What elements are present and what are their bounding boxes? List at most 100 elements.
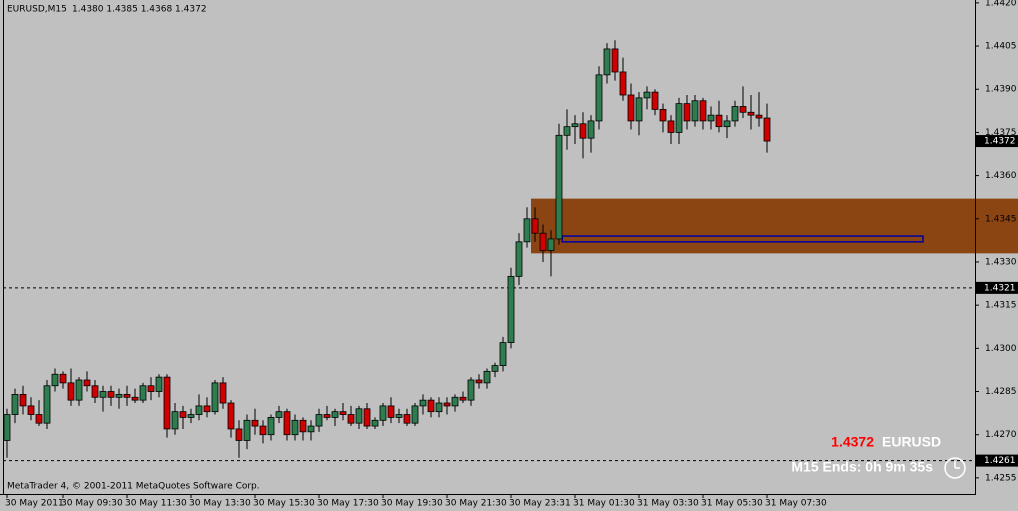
candle-body <box>611 48 619 73</box>
candle-body <box>291 419 299 436</box>
symbol-label: EURUSD,M15 <box>7 5 67 15</box>
header-prices: 1.4380 1.4385 1.4368 1.4372 <box>72 5 207 15</box>
info-symbol: EURUSD <box>882 434 941 450</box>
candle-body <box>707 114 715 122</box>
y-tick-label: 1.4330 <box>985 257 1017 267</box>
candle-body <box>635 97 643 122</box>
candle-body <box>139 385 147 401</box>
candle-body <box>91 385 99 398</box>
candle-body <box>11 393 19 415</box>
candle-body <box>251 419 259 427</box>
candle-body <box>315 414 323 427</box>
candle-body <box>107 391 115 398</box>
candle-body <box>763 117 771 142</box>
price-label: 1.4372 <box>984 137 1016 147</box>
price-label-box <box>976 135 1018 148</box>
copyright: MetaTrader 4, © 2001-2011 MetaQuotes Sof… <box>7 482 260 492</box>
candle-body <box>275 411 283 418</box>
candle-body <box>747 111 755 116</box>
candle-body <box>531 218 539 234</box>
x-tick-label: 31 May 07:30 <box>765 499 827 509</box>
candle-body <box>43 385 51 424</box>
x-tick-label: 30 May 19:30 <box>381 499 443 509</box>
candle-body <box>483 370 491 384</box>
candle-body <box>299 419 307 433</box>
candle-body <box>243 419 251 441</box>
candle-body <box>307 425 315 433</box>
candle-body <box>171 411 179 430</box>
candle-body <box>379 405 387 421</box>
x-tick-label: 30 May 13:30 <box>189 499 251 509</box>
candle-body <box>715 114 723 128</box>
candle-body <box>323 414 331 418</box>
candle-body <box>19 393 27 407</box>
candle-body <box>371 419 379 427</box>
candle-body <box>667 120 675 133</box>
candle-body <box>27 405 35 415</box>
x-tick-label: 31 May 05:30 <box>701 499 763 509</box>
y-tick-label: 1.4315 <box>985 301 1017 311</box>
candle-body <box>227 402 235 430</box>
y-tick-label: 1.4420 <box>985 0 1017 8</box>
candle-body <box>427 399 435 413</box>
price-label-box <box>976 454 1018 467</box>
candle-body <box>51 373 59 387</box>
y-tick-label: 1.4300 <box>985 344 1017 354</box>
candle-body <box>219 382 227 404</box>
candle-body <box>211 382 219 413</box>
x-tick-label: 30 May 21:30 <box>445 499 507 509</box>
candle-body <box>739 106 747 113</box>
candle-body <box>643 91 651 99</box>
candle-body <box>595 74 603 122</box>
candle-body <box>395 414 403 418</box>
candle-body <box>403 414 411 424</box>
price-label-box <box>976 281 1018 294</box>
candle-body <box>619 71 627 96</box>
candle-body <box>67 382 75 401</box>
candle-body <box>459 396 467 401</box>
candle-body <box>35 414 43 424</box>
candle-body <box>683 103 691 122</box>
x-tick-label: 30 May 15:30 <box>253 499 315 509</box>
candle-body <box>587 120 595 139</box>
candle-body <box>179 411 187 418</box>
y-tick-label: 1.4270 <box>985 430 1017 440</box>
candle-body <box>723 120 731 128</box>
x-tick-label: 30 May 23:31 <box>509 499 571 509</box>
candle-body <box>283 411 291 436</box>
candle-body <box>547 238 555 251</box>
clock-icon <box>944 457 966 479</box>
candle-body <box>99 391 107 398</box>
candle-body <box>731 106 739 122</box>
candle-body <box>363 408 371 427</box>
candle-body <box>115 393 123 398</box>
y-tick-label: 1.4345 <box>985 214 1017 224</box>
candle-body <box>347 414 355 424</box>
candle-body <box>435 402 443 413</box>
candle-body <box>571 123 579 128</box>
y-tick-label: 1.4360 <box>985 171 1017 181</box>
candle-body <box>3 414 11 441</box>
x-tick-label: 31 May 01:30 <box>573 499 635 509</box>
candle-body <box>691 100 699 122</box>
candle-body <box>155 376 163 392</box>
y-tick-label: 1.4390 <box>985 85 1017 95</box>
candle-body <box>627 94 635 122</box>
x-tick-label: 30 May 2011 <box>5 499 64 509</box>
candle-body <box>555 134 563 240</box>
candle-body <box>355 408 363 424</box>
supply-zone <box>531 198 1018 254</box>
candle-body <box>59 373 67 384</box>
x-tick-label: 31 May 03:30 <box>637 499 699 509</box>
candle-body <box>659 108 667 122</box>
candle-body <box>411 405 419 424</box>
candle-body <box>235 428 243 441</box>
x-tick-label: 30 May 11:30 <box>125 499 187 509</box>
candle-body <box>195 405 203 415</box>
x-tick-label: 30 May 17:30 <box>317 499 379 509</box>
candle-body <box>147 385 155 392</box>
candle-body <box>651 91 659 110</box>
candle-body <box>451 396 459 407</box>
candle-body <box>507 275 515 343</box>
candle-body <box>419 399 427 407</box>
